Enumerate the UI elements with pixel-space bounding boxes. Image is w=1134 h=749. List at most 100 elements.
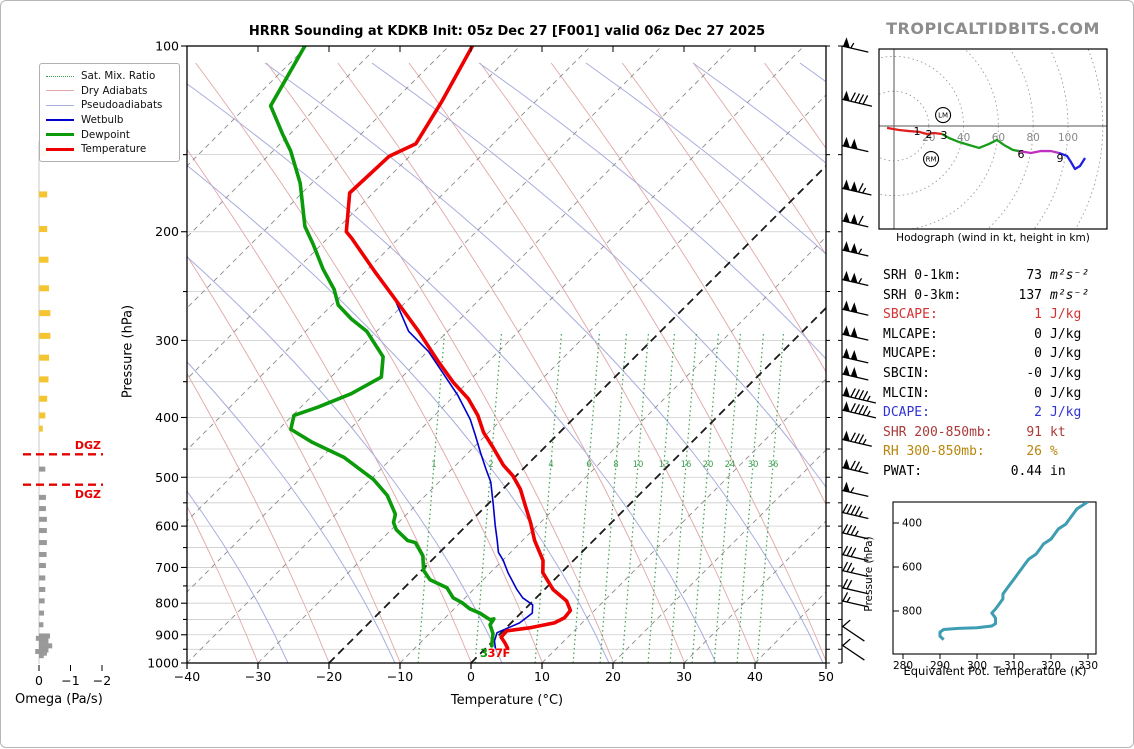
stat-row: SHR 200-850mb: 91 kt — [883, 423, 1119, 443]
wind-barb — [841, 430, 872, 447]
stat-label: MUCAPE: — [883, 346, 938, 362]
stat-value: 137 — [1018, 287, 1042, 303]
stat-row: RH 300-850mb: 26% — [883, 442, 1119, 462]
stat-unit: J/kg — [1050, 307, 1082, 323]
stat-unit: m²s⁻² — [1050, 268, 1090, 283]
svg-text:40: 40 — [747, 669, 763, 684]
wind-barb — [841, 401, 877, 419]
dgz-upper-label: DGZ — [74, 439, 101, 452]
hodograph-trace — [1018, 149, 1060, 155]
legend-item: Sat. Mix. Ratio — [46, 69, 173, 84]
svg-text:800: 800 — [155, 596, 179, 611]
svg-text:300: 300 — [155, 333, 179, 348]
legend-line-sample — [46, 147, 74, 151]
svg-text:3: 3 — [940, 129, 947, 142]
stat-label: DCAPE: — [883, 405, 930, 421]
stats-panel: SRH 0-1km: 73 m²s⁻² SRH 0-3km: 137 m²s⁻² SBCAP… — [883, 266, 1119, 482]
wind-barb — [841, 136, 869, 153]
svg-text:9: 9 — [1056, 152, 1063, 165]
svg-text:LM: LM — [938, 112, 948, 120]
surface-dewpoint-value: 3 — [480, 646, 488, 660]
wind-barb — [841, 325, 869, 341]
svg-text:1: 1 — [431, 460, 436, 470]
svg-text:36: 36 — [768, 460, 779, 470]
svg-text:320: 320 — [1041, 660, 1061, 672]
svg-text:4: 4 — [548, 460, 553, 470]
skewt-frame: −40 −30 −20 −10 0 10 20 30 40 50 100 200 300 400 500 60… — [147, 39, 834, 685]
storm-motion-lm — [935, 106, 952, 124]
stat-unit: m²s⁻² — [1050, 287, 1090, 303]
wind-barb — [841, 300, 869, 316]
legend-line-sample — [46, 119, 74, 122]
stat-label: SRH 0-1km: — [883, 268, 962, 283]
stat-row: MLCIN: 0 J/kg — [883, 384, 1119, 404]
svg-text:700: 700 — [155, 560, 179, 575]
svg-text:20: 20 — [922, 132, 935, 144]
stat-value: 0 — [1034, 346, 1042, 362]
svg-text:290: 290 — [930, 660, 950, 672]
wind-barb — [841, 561, 869, 578]
hodograph-caption: Hodograph (wind in kt, height in km) — [896, 232, 1090, 244]
wind-barb — [841, 37, 869, 53]
svg-text:20: 20 — [703, 460, 714, 470]
thetae-pressure-label: Pressure (hPa) — [863, 536, 875, 612]
wind-barb — [841, 592, 869, 608]
svg-text:13: 13 — [659, 460, 670, 470]
wind-barb — [841, 179, 872, 196]
svg-text:100: 100 — [1058, 132, 1078, 144]
stat-label: MLCIN: — [883, 385, 930, 401]
svg-text:10: 10 — [534, 669, 550, 684]
stat-value: 73 — [1026, 268, 1042, 283]
wind-barb — [841, 348, 869, 364]
svg-text:2: 2 — [925, 128, 932, 141]
svg-text:30: 30 — [748, 460, 759, 470]
wind-barb — [841, 458, 869, 475]
stat-row: MLCAPE: 0 J/kg — [883, 325, 1119, 345]
stat-value: 1 — [1034, 307, 1042, 323]
stat-label: SBCAPE: — [883, 307, 938, 323]
svg-text:400: 400 — [155, 410, 179, 425]
stat-unit: J/kg — [1050, 326, 1082, 342]
legend: Sat. Mix. Ratio Dry Adiabats Pseudoadiabat… — [39, 63, 180, 162]
svg-text:600: 600 — [902, 562, 922, 574]
svg-text:−20: −20 — [316, 669, 342, 684]
svg-text:400: 400 — [902, 518, 922, 530]
legend-label: Pseudoadiabats — [81, 99, 163, 112]
svg-text:30: 30 — [676, 669, 692, 684]
stat-value: 26 — [1026, 444, 1042, 460]
svg-text:8: 8 — [613, 460, 618, 470]
stat-value: 91 — [1026, 424, 1042, 440]
svg-text:800: 800 — [902, 606, 922, 618]
svg-text:20: 20 — [605, 669, 621, 684]
wind-barb — [841, 365, 869, 381]
stat-value: 2 — [1034, 405, 1042, 421]
wind-barb — [841, 241, 869, 257]
surface-temperature-value: 37F — [487, 646, 511, 660]
stat-row: PWAT: 0.44 in — [883, 462, 1119, 482]
stat-row: SBCIN: -0 J/kg — [883, 364, 1119, 384]
legend-item: Wetbulb — [46, 113, 173, 128]
stat-row: MUCAPE: 0 J/kg — [883, 344, 1119, 364]
stat-unit: J/kg — [1050, 385, 1082, 401]
omega-axis-label: Omega (Pa/s) — [15, 692, 103, 707]
legend-line-sample — [46, 75, 74, 77]
stat-row: SBCAPE: 1 J/kg — [883, 305, 1119, 325]
svg-text:310: 310 — [1004, 660, 1024, 672]
temperature-axis-label: Temperature (°C) — [450, 693, 564, 708]
svg-text:200: 200 — [155, 224, 179, 239]
svg-text:1: 1 — [913, 125, 920, 138]
legend-line-sample — [46, 133, 74, 137]
svg-text:500: 500 — [155, 470, 179, 485]
stat-label: SHR 200-850mb: — [883, 424, 993, 440]
stat-value: 0 — [1034, 385, 1042, 401]
stat-row: SRH 0-3km: 137 m²s⁻² — [883, 286, 1119, 306]
wind-barb — [841, 481, 869, 498]
wind-barb — [841, 638, 865, 661]
thetae-axis-label: Equivalent Pot. Temperature (K) — [903, 664, 1087, 678]
wind-barb — [841, 386, 877, 404]
legend-label: Temperature — [81, 143, 147, 156]
svg-text:330: 330 — [1078, 660, 1098, 672]
site-logo: TROPICALTIDBITS.COM — [886, 19, 1100, 38]
omega-panel: 0 −1 −2 — [23, 141, 111, 688]
hodograph-trace — [1058, 151, 1087, 171]
